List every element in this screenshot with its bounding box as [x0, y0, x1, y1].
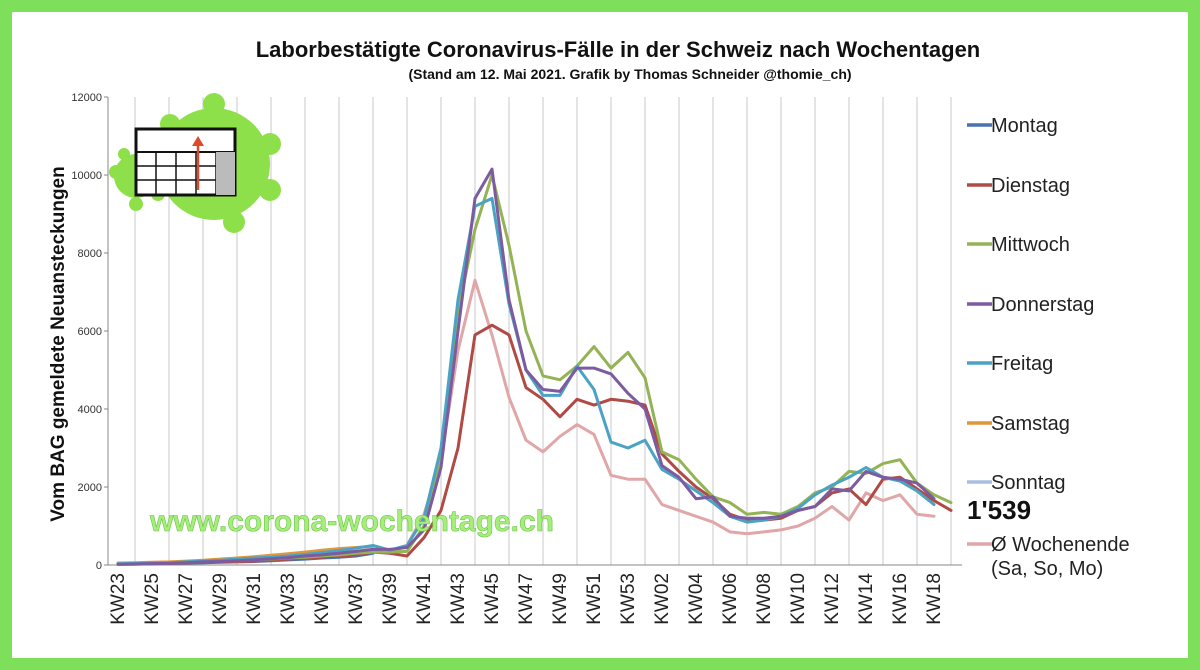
legend-label: Sonntag — [991, 472, 1066, 494]
x-tick-label: KW12 — [822, 573, 843, 625]
chart-svg: Laborbestätigte Coronavirus-Fälle in der… — [48, 37, 1130, 625]
x-tick-label: KW53 — [618, 573, 639, 625]
chart-subtitle: (Stand am 12. Mai 2021. Grafik by Thomas… — [408, 66, 851, 82]
x-tick-label: KW35 — [312, 573, 333, 625]
x-tick-label: KW51 — [584, 573, 605, 625]
y-tick-label: 0 — [96, 560, 102, 572]
x-tick-label: KW31 — [244, 573, 265, 625]
y-tick-label: 4000 — [78, 404, 102, 416]
y-tick-label: 6000 — [78, 326, 102, 338]
x-tick-label: KW02 — [652, 573, 673, 625]
watermark: www.corona-wochentage.ch — [149, 505, 554, 538]
x-tick-label: KW16 — [890, 573, 911, 625]
latest-value-callout: 1'539 — [967, 495, 1031, 525]
x-tick-label: KW45 — [482, 573, 503, 625]
x-tick-label: KW43 — [448, 573, 469, 625]
x-tick-label: KW23 — [108, 573, 129, 625]
x-tick-label: KW10 — [788, 573, 809, 625]
legend: Montag Dienstag Mittwoch Donnerstag Freitag S… — [967, 115, 1130, 580]
x-tick-label: KW37 — [346, 573, 367, 625]
y-tick-label: 8000 — [78, 248, 102, 260]
y-tick-label: 10000 — [71, 170, 102, 182]
chart-title: Laborbestätigte Coronavirus-Fälle in der… — [256, 37, 981, 62]
chart-frame: Laborbestätigte Coronavirus-Fälle in der… — [12, 12, 1188, 658]
x-tick-label: KW27 — [176, 573, 197, 625]
x-tick-label: KW47 — [516, 573, 537, 625]
y-axis-label: Vom BAG gemeldete Neuansteckungen — [48, 166, 69, 521]
x-tick-label: KW25 — [142, 573, 163, 625]
legend-label: Dienstag — [991, 175, 1070, 197]
x-tick-label: KW18 — [924, 573, 945, 625]
x-tick-label: KW39 — [380, 573, 401, 625]
grid — [134, 97, 952, 565]
series-lines — [116, 167, 953, 566]
virus-calendar-icon — [109, 93, 281, 233]
legend-label: Montag — [991, 115, 1058, 137]
series-line-8 — [371, 278, 936, 555]
series-line-4 — [116, 167, 936, 566]
x-tick-label: KW49 — [550, 573, 571, 625]
x-tick-label: KW14 — [856, 573, 877, 625]
x-tick-label: KW04 — [686, 573, 707, 625]
legend-label-line2: (Sa, So, Mo) — [991, 558, 1103, 580]
x-tick-label: KW29 — [210, 573, 231, 625]
x-tick-label: KW08 — [754, 573, 775, 625]
x-tick-label: KW06 — [720, 573, 741, 625]
x-tick-label: KW41 — [414, 573, 435, 625]
legend-label: Samstag — [991, 413, 1070, 435]
legend-label: Mittwoch — [991, 234, 1070, 256]
legend-label: Freitag — [991, 353, 1053, 375]
x-tick-label: KW33 — [278, 573, 299, 625]
y-tick-label: 2000 — [78, 482, 102, 494]
y-tick-label: 12000 — [71, 92, 102, 104]
x-tick-labels: KW23 KW25 KW27 KW29 KW31 KW33 KW35 KW37 KW39 KW41… — [108, 573, 945, 625]
legend-label: Ø Wochenende — [991, 534, 1130, 556]
y-tick-labels: 0 2000 4000 6000 8000 10000 12000 — [71, 92, 108, 572]
legend-label: Donnerstag — [991, 294, 1094, 316]
